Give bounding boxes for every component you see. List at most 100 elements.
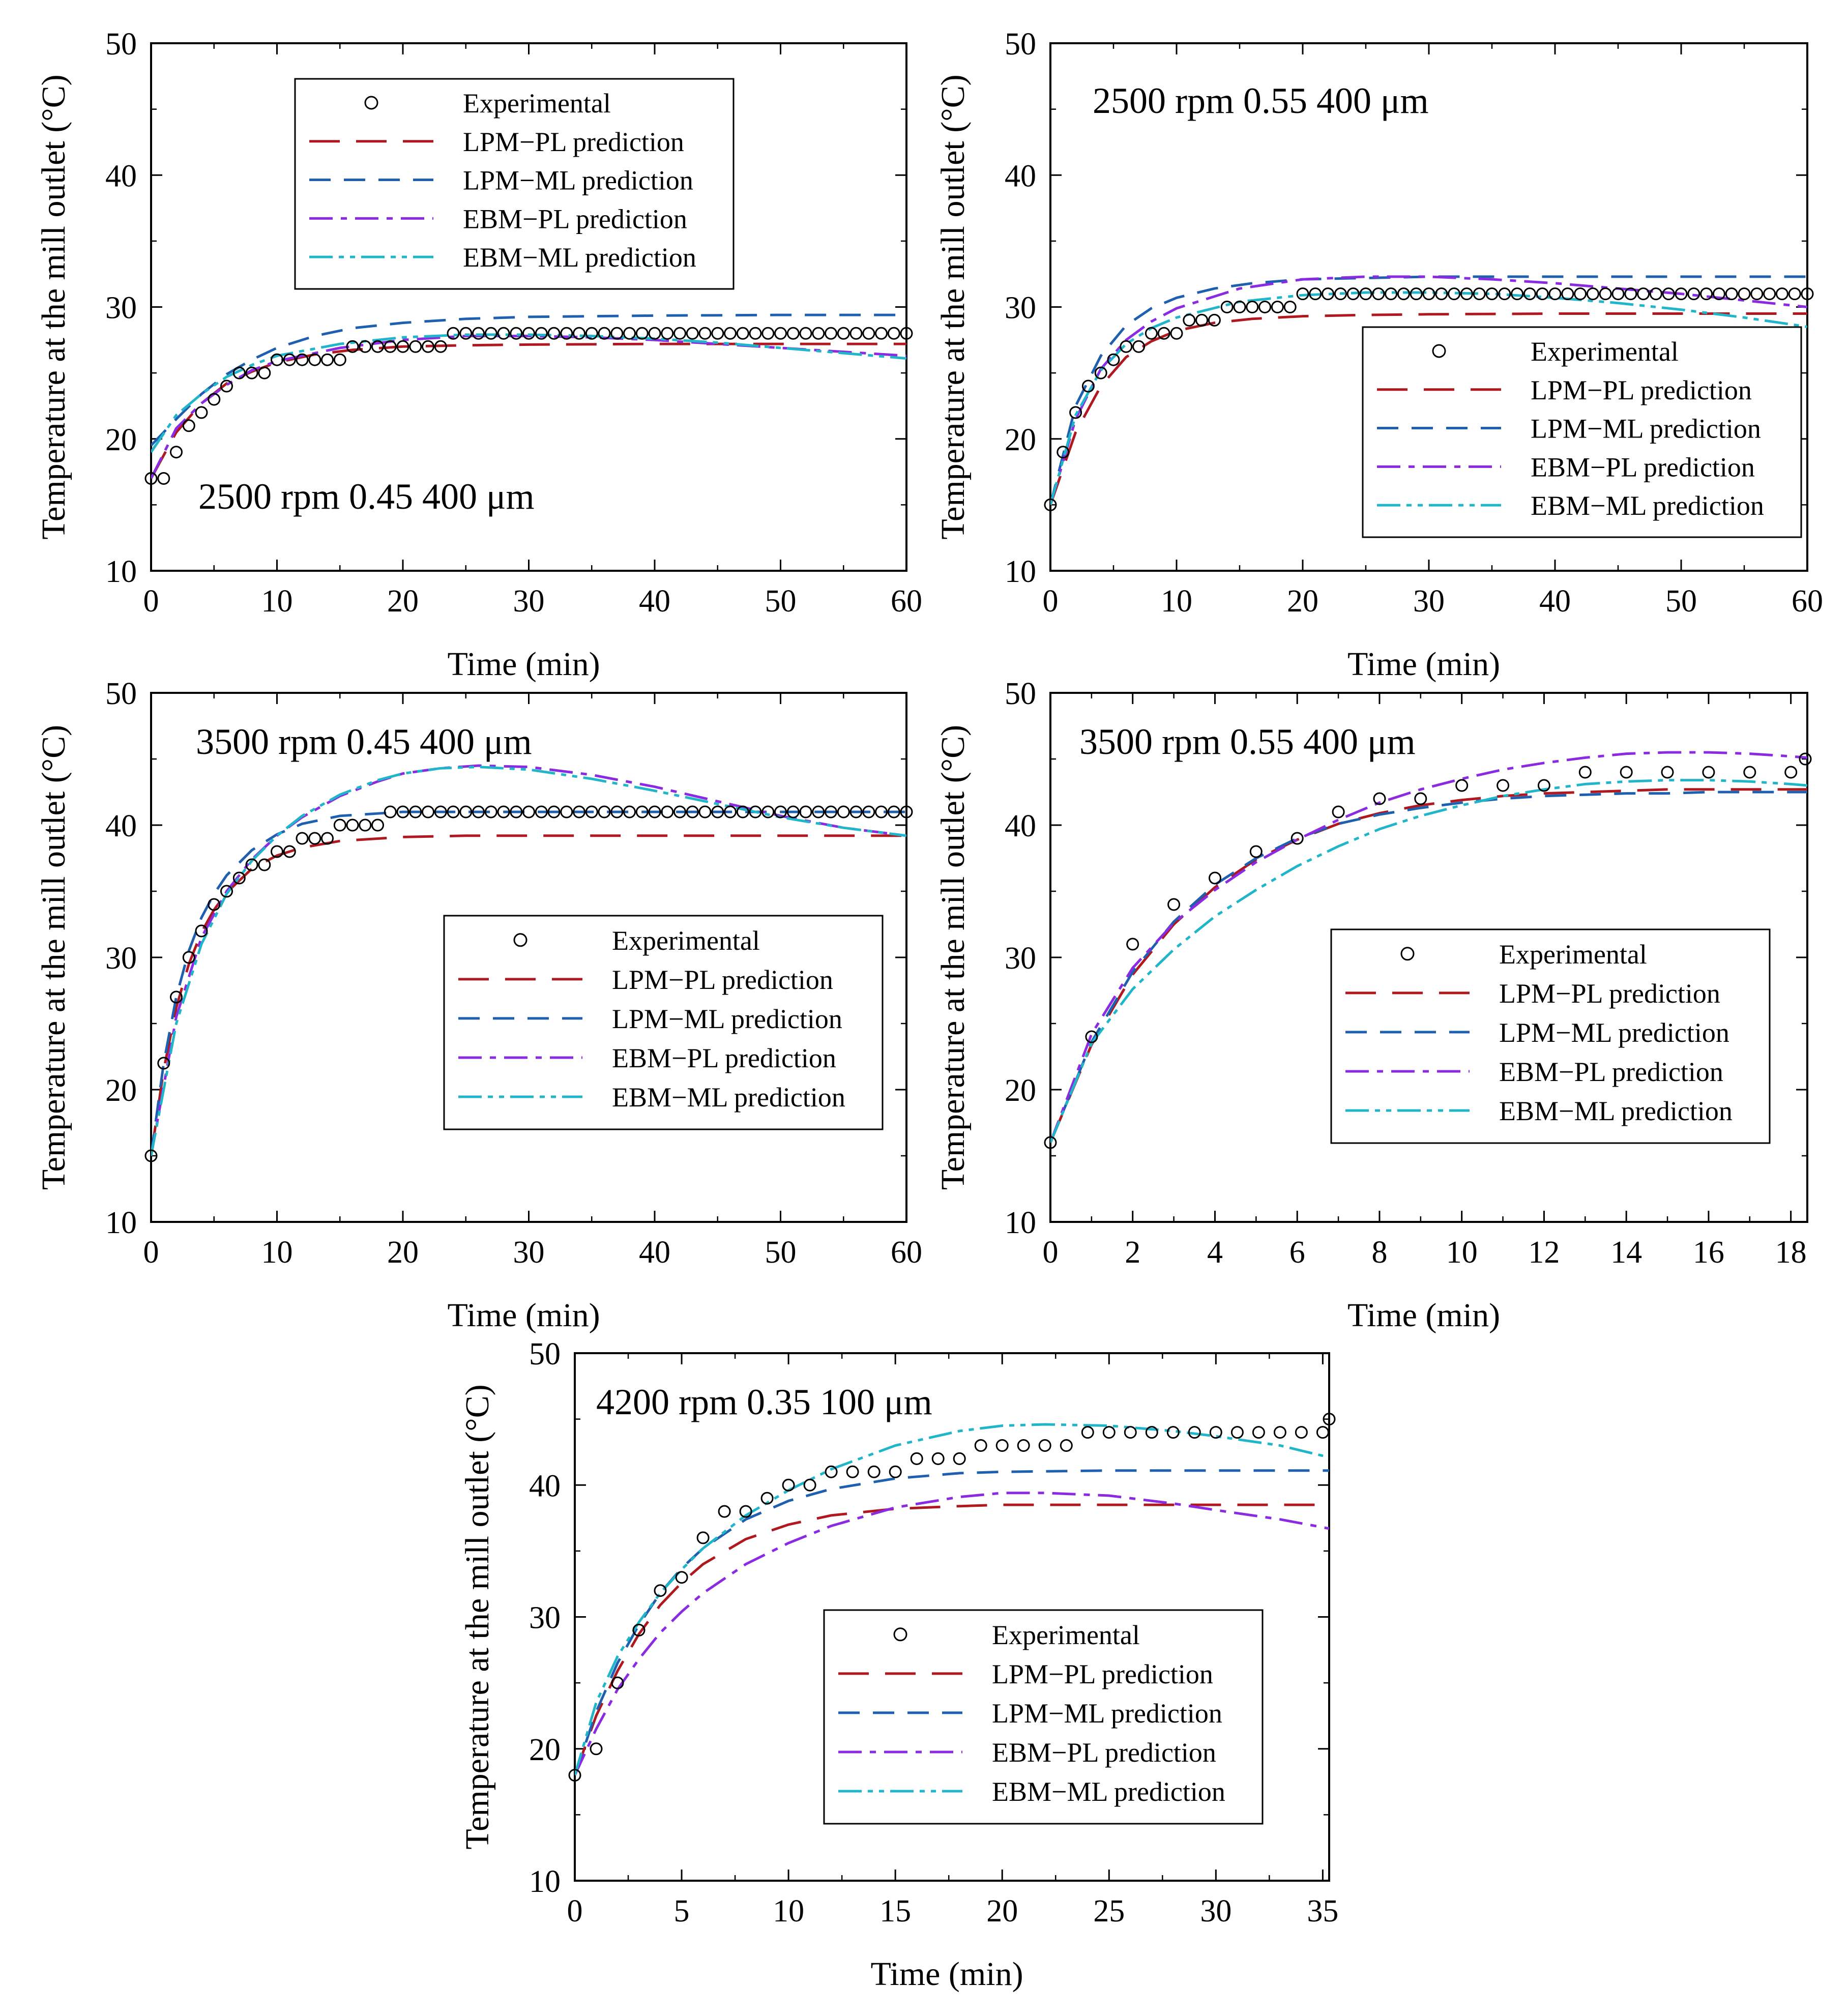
experimental-point <box>1258 301 1272 313</box>
x-tick-label: 0 <box>567 1894 583 1929</box>
experimental-point <box>560 327 573 340</box>
experimental-point <box>1661 766 1674 779</box>
experimental-point <box>296 353 309 366</box>
x-tick-label: 20 <box>986 1894 1018 1929</box>
experimental-point <box>346 819 359 832</box>
experimental-point <box>522 805 535 819</box>
experimental-point <box>522 327 535 340</box>
experimental-point <box>1038 1439 1051 1452</box>
condition-annotation: 3500 rpm 0.55 400 μm <box>1079 721 1416 762</box>
series-line-ebm-ml <box>151 766 906 1156</box>
experimental-point <box>1460 287 1473 301</box>
experimental-point <box>875 327 888 340</box>
experimental-point <box>632 1623 646 1637</box>
y-tick-label: 10 <box>529 1864 561 1899</box>
experimental-point <box>686 327 699 340</box>
experimental-point <box>1057 446 1070 459</box>
x-tick-label: 30 <box>513 584 545 619</box>
experimental-point <box>1252 1426 1265 1439</box>
experimental-point <box>825 805 837 819</box>
experimental-point <box>1249 845 1263 858</box>
y-tick-label: 20 <box>105 423 137 457</box>
experimental-point <box>535 327 548 340</box>
experimental-point <box>1102 1426 1116 1439</box>
experimental-point <box>1397 287 1410 301</box>
experimental-point <box>590 1742 603 1756</box>
experimental-point <box>623 327 636 340</box>
y-axis-label: Temperature at the mill outlet (°C) <box>934 725 972 1190</box>
y-tick-label: 40 <box>105 159 137 193</box>
experimental-point <box>1246 301 1259 313</box>
experimental-point <box>208 898 221 911</box>
series-line-lpm-pl <box>1050 312 1807 506</box>
experimental-point <box>1233 301 1246 313</box>
y-tick-label: 50 <box>105 27 137 62</box>
x-axis-label: Time (min) <box>870 1955 1023 1993</box>
y-tick-label: 20 <box>105 1073 137 1108</box>
x-axis-label: Time (min) <box>447 646 600 683</box>
experimental-point <box>696 1531 710 1544</box>
experimental-markers <box>568 1413 1336 1782</box>
y-tick-label: 50 <box>105 677 137 711</box>
legend-label-ebm-pl: EBM−PL prediction <box>612 1043 836 1073</box>
legend-label-lpm-pl: LPM−PL prediction <box>992 1659 1213 1689</box>
experimental-point <box>283 353 296 366</box>
experimental-point <box>396 805 409 819</box>
experimental-point <box>1069 406 1082 419</box>
experimental-point <box>144 472 158 485</box>
experimental-point <box>333 819 346 832</box>
experimental-point <box>157 1057 170 1070</box>
experimental-point <box>782 1478 795 1492</box>
experimental-point <box>1145 327 1158 340</box>
y-tick-label: 20 <box>1005 1073 1036 1108</box>
experimental-point <box>1574 287 1587 301</box>
experimental-point <box>825 327 837 340</box>
experimental-point <box>585 805 598 819</box>
experimental-point <box>1124 1426 1137 1439</box>
experimental-point <box>974 1439 987 1452</box>
experimental-point <box>1788 287 1801 301</box>
experimental-point <box>889 1465 902 1478</box>
experimental-point <box>862 327 875 340</box>
x-tick-label: 10 <box>1161 584 1192 619</box>
experimental-point <box>232 871 246 885</box>
experimental-point <box>547 327 561 340</box>
experimental-point <box>1738 287 1751 301</box>
experimental-point <box>1316 1426 1329 1439</box>
x-tick-label: 0 <box>1043 584 1059 619</box>
experimental-point <box>1578 766 1592 779</box>
legend: Experimental LPM−PL prediction LPM−ML pred… <box>823 1609 1264 1825</box>
series-line-ebm-pl <box>151 335 906 479</box>
experimental-point <box>774 327 787 340</box>
x-tick-label: 10 <box>1446 1235 1478 1270</box>
experimental-point <box>333 353 346 366</box>
experimental-point <box>1120 340 1133 353</box>
x-tick-label: 8 <box>1371 1235 1387 1270</box>
condition-annotation: 4200 rpm 0.35 100 μm <box>596 1382 932 1422</box>
experimental-point <box>849 805 863 819</box>
experimental-point <box>635 327 649 340</box>
experimental-point <box>1145 1426 1158 1439</box>
experimental-point <box>434 340 447 353</box>
y-tick-label: 40 <box>1005 159 1036 193</box>
series-line-lpm-pl <box>575 1503 1329 1776</box>
experimental-point <box>422 805 434 819</box>
experimental-point <box>1498 287 1511 301</box>
condition-annotation: 3500 rpm 0.45 400 μm <box>196 721 532 762</box>
x-tick-label: 10 <box>261 584 293 619</box>
x-tick-label: 18 <box>1775 1235 1807 1270</box>
experimental-point <box>1230 1426 1244 1439</box>
legend: Experimental LPM−PL prediction LPM−ML pred… <box>1330 928 1771 1144</box>
series-line-ebm-ml <box>1050 291 1807 506</box>
experimental-point <box>661 805 674 819</box>
experimental-point <box>1497 779 1510 792</box>
experimental-point <box>686 805 699 819</box>
experimental-point <box>170 990 183 1004</box>
experimental-point <box>472 327 485 340</box>
experimental-point <box>220 885 233 898</box>
x-tick-label: 50 <box>1665 584 1697 619</box>
experimental-point <box>1702 766 1715 779</box>
experimental-point <box>931 1452 945 1465</box>
experimental-point <box>803 1478 816 1492</box>
